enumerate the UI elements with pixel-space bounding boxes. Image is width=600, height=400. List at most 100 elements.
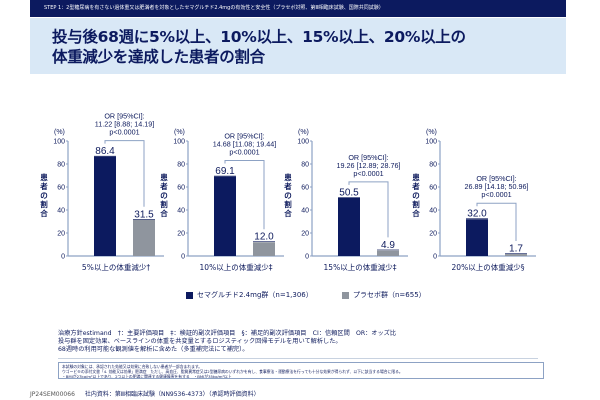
y-axis-label-char: 割 [40,199,48,209]
y-tick-label: 40 [57,208,65,215]
top-banner: STEP 1：2型糖尿病を有さない過体重又は肥満者を対象としたセマグルチド2.4… [30,0,566,17]
x-axis-label: 10%以上の体重減少‡ [200,262,273,272]
note-line: 治療方針estimand †：主要評価項目 ‡：検証的副次評価項目 §：補足的副… [58,330,397,337]
source-reference: 社内資料：第Ⅲ相臨床試験（NN9536-4373）（承認時評価資料） [84,391,260,398]
y-tick-label: 60 [301,185,309,192]
y-tick-label: 60 [429,185,437,192]
y-axis-label-char: 合 [160,208,168,218]
y-tick-label: 100 [297,139,309,146]
page-title-line-2: 体重減少を達成した患者の割合 [52,48,265,66]
study-description: STEP 1：2型糖尿病を有さない過体重又は肥満者を対象としたセマグルチド2.4… [44,5,384,11]
bar-semaglutide [214,176,236,256]
bar-semaglutide [94,156,116,256]
y-axis-label-char: 患 [160,172,168,182]
legend-item-placebo: プラセボ群（n=655） [342,290,426,300]
note-line: 68週時の利用可能な観測値を解析に含めた（多重補完法にて補完）。 [58,346,249,354]
or-annotation: 11.22 [8.88; 14.19] [95,120,154,129]
x-axis-label: 15%以上の体重減少‡ [324,262,397,272]
y-tick-label: 40 [301,208,309,215]
or-annotation: p<0.0001 [481,190,511,199]
y-tick-label: 100 [173,139,185,146]
y-tick-label: 0 [433,254,437,261]
y-axis-label-char: 患 [412,172,420,182]
x-axis-label: 5%以上の体重減少† [82,262,150,272]
y-axis-label-char: 割 [284,199,292,209]
indication-footnote-box: 本試験の対象には、承認された効能又は効果に合致しない患者が一部含まれます。 ウゴ… [58,362,544,379]
y-tick-label: 20 [57,231,65,238]
bar-placebo [377,250,399,256]
y-unit-label: (%) [298,129,309,136]
y-tick-label: 20 [301,231,309,238]
y-tick-label: 80 [301,162,309,169]
bar-semaglutide [338,197,360,256]
y-axis-label-char: 割 [160,199,168,209]
legend-item-semaglutide: セマグルチド2.4mg群（n=1,306） [186,290,313,300]
y-tick-label: 60 [57,185,65,192]
y-axis-label-char: 者 [411,181,420,191]
y-axis-label-char: の [40,191,48,200]
y-unit-label: (%) [426,129,437,136]
y-axis-label-char: 患 [40,172,48,182]
legend-swatch-semaglutide [186,291,193,299]
or-annotation: 14.68 [11.08; 19.44] [213,140,276,149]
bar-placebo [505,254,527,256]
y-axis-label-char: 患 [284,172,292,182]
y-tick-label: 40 [429,208,437,215]
value-label: 86.4 [95,146,115,157]
y-axis-label-char: 合 [284,208,292,218]
x-axis-label: 20%以上の体重減少§ [452,262,525,272]
footer: JP24SEM00066 社内資料：第Ⅲ相臨床試験（NN9536-4373）（承… [30,389,260,398]
y-tick-label: 20 [177,231,185,238]
notes: 治療方針estimand †：主要評価項目 ‡：検証的副次評価項目 §：補足的副… [58,330,396,355]
y-tick-label: 0 [181,254,185,261]
footnote-line: ウゴービ®の添付文書「4. 効能又は効果」肥満症 ただし、高血圧、脂質異常症又は… [62,369,403,374]
value-label: 1.7 [509,244,523,255]
footnote-line: 本試験の対象には、承認された効能又は効果に合致しない患者が一部含まれます。 [62,364,203,369]
bar-semaglutide [466,219,488,256]
bar-placebo [133,219,155,256]
or-annotation: p<0.0001 [353,169,383,178]
value-label: 32.0 [467,209,487,220]
y-unit-label: (%) [174,129,185,136]
y-axis-label-char: 合 [412,208,420,218]
value-label: 12.0 [254,232,274,243]
document-code: JP24SEM00066 [30,391,75,398]
y-tick-label: 0 [305,254,309,261]
legend-swatch-placebo [342,291,349,299]
or-annotation: OR [95%CI]: [224,132,264,141]
value-label: 50.5 [339,187,359,198]
significance-bracket [224,160,265,230]
y-tick-label: 100 [53,139,65,146]
footnote-line: ・BMIが27kg/m²以上であり、2つ以上の肥満に関連する健康障害を有する ・… [62,374,232,379]
y-tick-label: 60 [177,185,185,192]
title-band: 投与後68週に5%以上、10%以上、15%以上、20%以上の 体重減少を達成した… [30,18,566,74]
y-unit-label: (%) [54,129,65,136]
y-tick-label: 40 [177,208,185,215]
or-annotation: OR [95%CI]: [476,174,516,183]
significance-bracket [104,140,145,207]
y-tick-label: 20 [429,231,437,238]
legend-label-placebo: プラセボ群（n=655） [353,291,426,299]
significance-bracket [476,202,517,242]
value-label: 4.9 [381,240,395,251]
or-annotation: OR [95%CI]: [348,153,388,162]
y-tick-label: 80 [177,162,185,169]
y-axis-label-char: 者 [283,181,292,191]
y-axis-label-char: の [284,191,292,200]
bar-placebo [253,242,275,256]
value-label: 69.1 [215,166,235,177]
divider [58,358,538,359]
y-tick-label: 0 [61,254,65,261]
y-tick-label: 100 [425,139,437,146]
y-tick-label: 80 [429,162,437,169]
page-title-line-1: 投与後68週に5%以上、10%以上、15%以上、20%以上の [52,28,466,46]
y-tick-label: 80 [57,162,65,169]
y-axis-label-char: の [412,191,420,200]
or-annotation: OR [95%CI]: [104,112,144,121]
note-line: 投与群を固定効果、ベースラインの体重を共変量とするロジスティック回帰モデルを用い… [58,338,342,346]
y-axis-label-char: の [160,191,168,200]
value-label: 31.5 [134,209,154,220]
or-annotation: p<0.0001 [229,148,259,157]
y-axis-label-char: 合 [40,208,48,218]
significance-bracket [348,181,389,238]
